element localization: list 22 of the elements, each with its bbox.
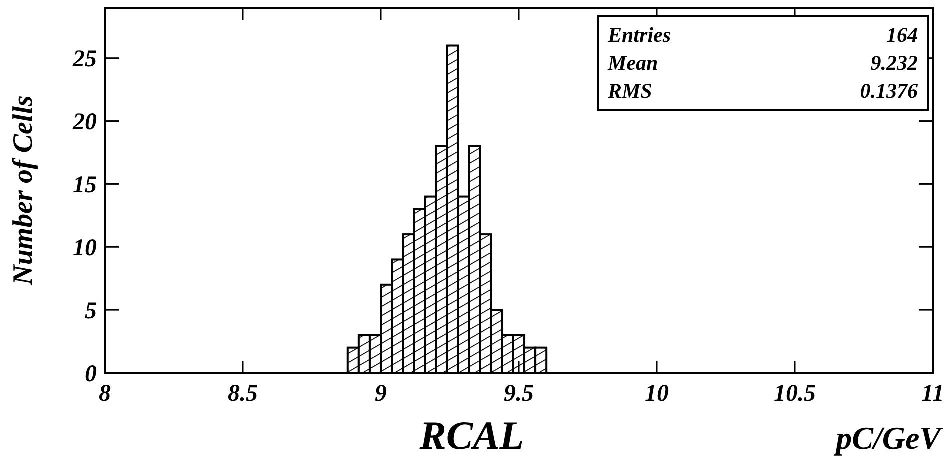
x-axis-title: RCAL bbox=[418, 413, 524, 458]
y-tick-label: 15 bbox=[73, 172, 97, 199]
text: pC/GeV bbox=[833, 420, 944, 456]
annotation: 164 bbox=[886, 23, 918, 47]
x-tick-label: 9.5 bbox=[504, 381, 534, 407]
y-tick-label: 0 bbox=[85, 361, 97, 388]
y-tick-label: 10 bbox=[73, 236, 97, 262]
y-tick-label: 20 bbox=[72, 110, 97, 136]
annotation: 0.1376 bbox=[860, 79, 918, 103]
x-tick-label: 8 bbox=[99, 381, 111, 407]
y-tick-label: 25 bbox=[72, 46, 97, 73]
y-tick-label: 5 bbox=[85, 298, 97, 324]
x-tick-label: 9 bbox=[375, 381, 387, 407]
x-tick-label: 10.5 bbox=[774, 381, 816, 407]
annotation: RMS bbox=[607, 79, 652, 103]
annotation: 9.232 bbox=[870, 51, 918, 75]
annotation: Mean bbox=[607, 51, 658, 75]
y-axis-title: Number of Cells bbox=[8, 96, 39, 286]
annotation: Entries bbox=[607, 23, 672, 47]
x-tick-label: 10 bbox=[645, 381, 669, 407]
x-tick-label: 8.5 bbox=[228, 381, 258, 407]
x-tick-label: 11 bbox=[922, 381, 944, 407]
